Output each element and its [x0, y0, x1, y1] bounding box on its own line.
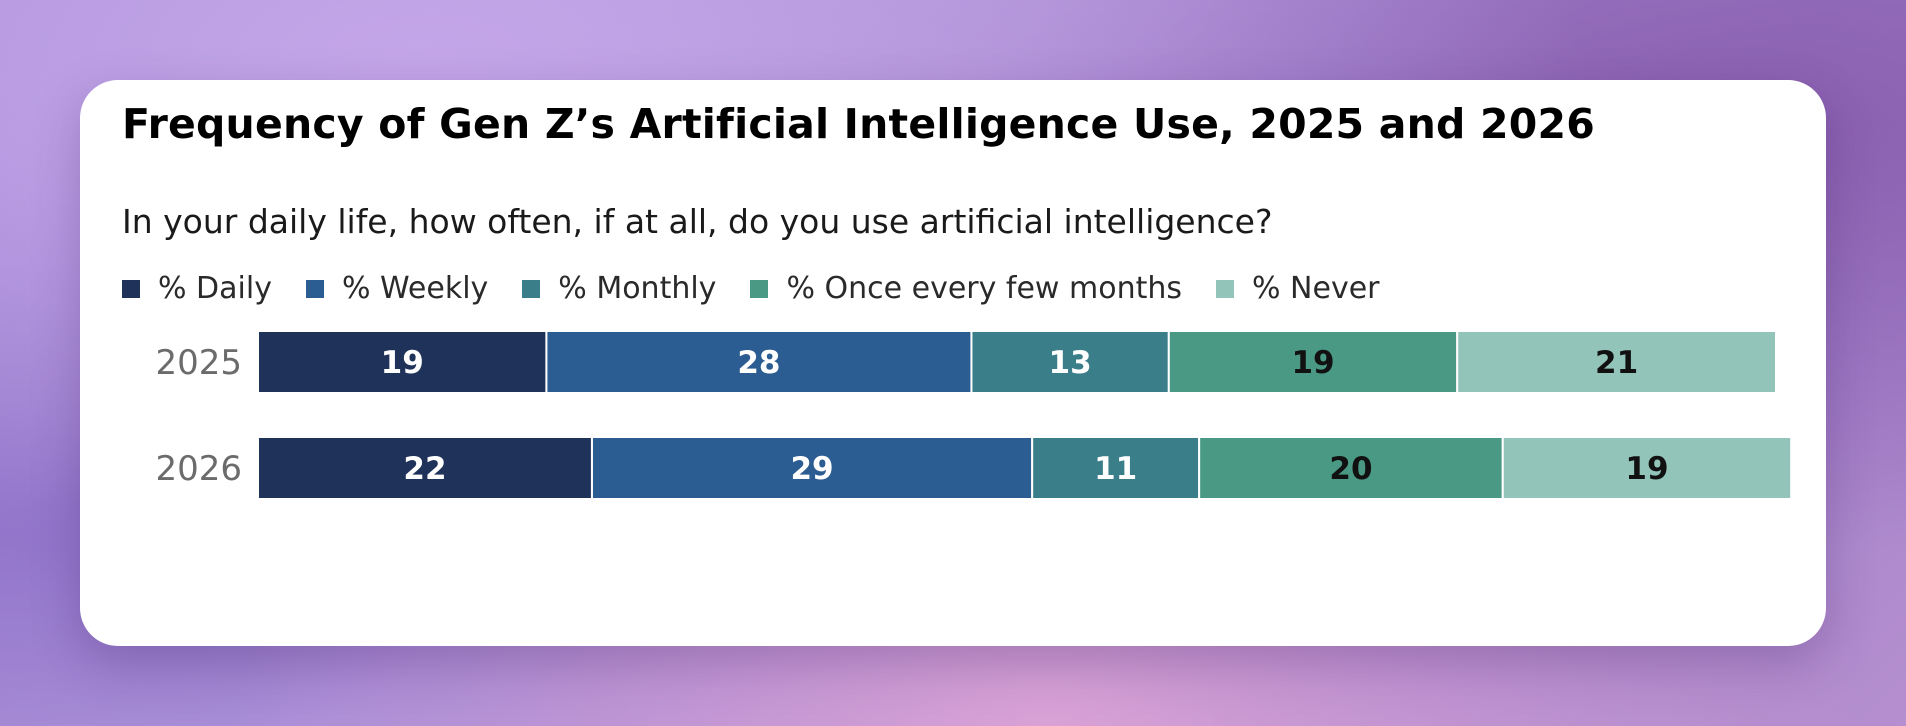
bar-segment	[970, 330, 1170, 394]
chart-card: Frequency of Gen Z’s Artificial Intellig…	[80, 80, 1826, 646]
legend-swatch	[750, 279, 769, 298]
legend-swatch	[305, 279, 324, 298]
bar-value-label: 28	[737, 345, 780, 381]
bar-value-label: 13	[1049, 345, 1092, 381]
legend-item: % Weekly	[305, 271, 489, 306]
legend-label: % Weekly	[341, 271, 489, 306]
bar-value-label: 11	[1094, 451, 1137, 487]
chart-title: Frequency of Gen Z’s Artificial Intellig…	[122, 100, 1595, 148]
chart-legend: % Daily % Weekly % Monthly % Once every few…	[122, 271, 1414, 306]
bar-value-label: 29	[790, 451, 833, 487]
bar-value-label: 19	[1291, 345, 1334, 381]
bar-segment	[1456, 330, 1777, 394]
legend-item: % Never	[1216, 271, 1380, 306]
legend-label: % Daily	[158, 271, 272, 306]
bar-value-label: 19	[1625, 451, 1668, 487]
category-label: 2026	[155, 449, 242, 489]
legend-label: % Never	[1252, 271, 1380, 306]
bar-value-label: 20	[1329, 451, 1372, 487]
bar-segment	[1501, 436, 1793, 500]
bar-value-label: 19	[381, 345, 424, 381]
bar-value-label: 21	[1595, 345, 1638, 381]
legend-item: % Monthly	[522, 271, 716, 306]
bar-segment	[257, 330, 548, 394]
bar-segment	[257, 436, 593, 500]
bar-value-label: 22	[403, 451, 446, 487]
legend-swatch	[122, 279, 140, 298]
bar-segment	[1198, 436, 1504, 500]
legend-label: % Once every few months	[786, 271, 1182, 306]
legend-label: % Monthly	[558, 271, 717, 306]
stacked-bar-chart: 2025 19 28 13 19 21 2026 22 29 11 20 19	[155, 330, 1793, 500]
bar-segment	[590, 436, 1034, 500]
bar-segment	[545, 330, 973, 394]
category-label: 2025	[155, 343, 242, 383]
chart-subtitle: In your daily life, how often, if at all…	[122, 202, 1273, 241]
legend-swatch	[522, 279, 541, 298]
legend-item: % Once every few months	[750, 271, 1182, 306]
legend-item: % Daily	[122, 271, 272, 306]
legend-swatch	[1216, 279, 1234, 298]
